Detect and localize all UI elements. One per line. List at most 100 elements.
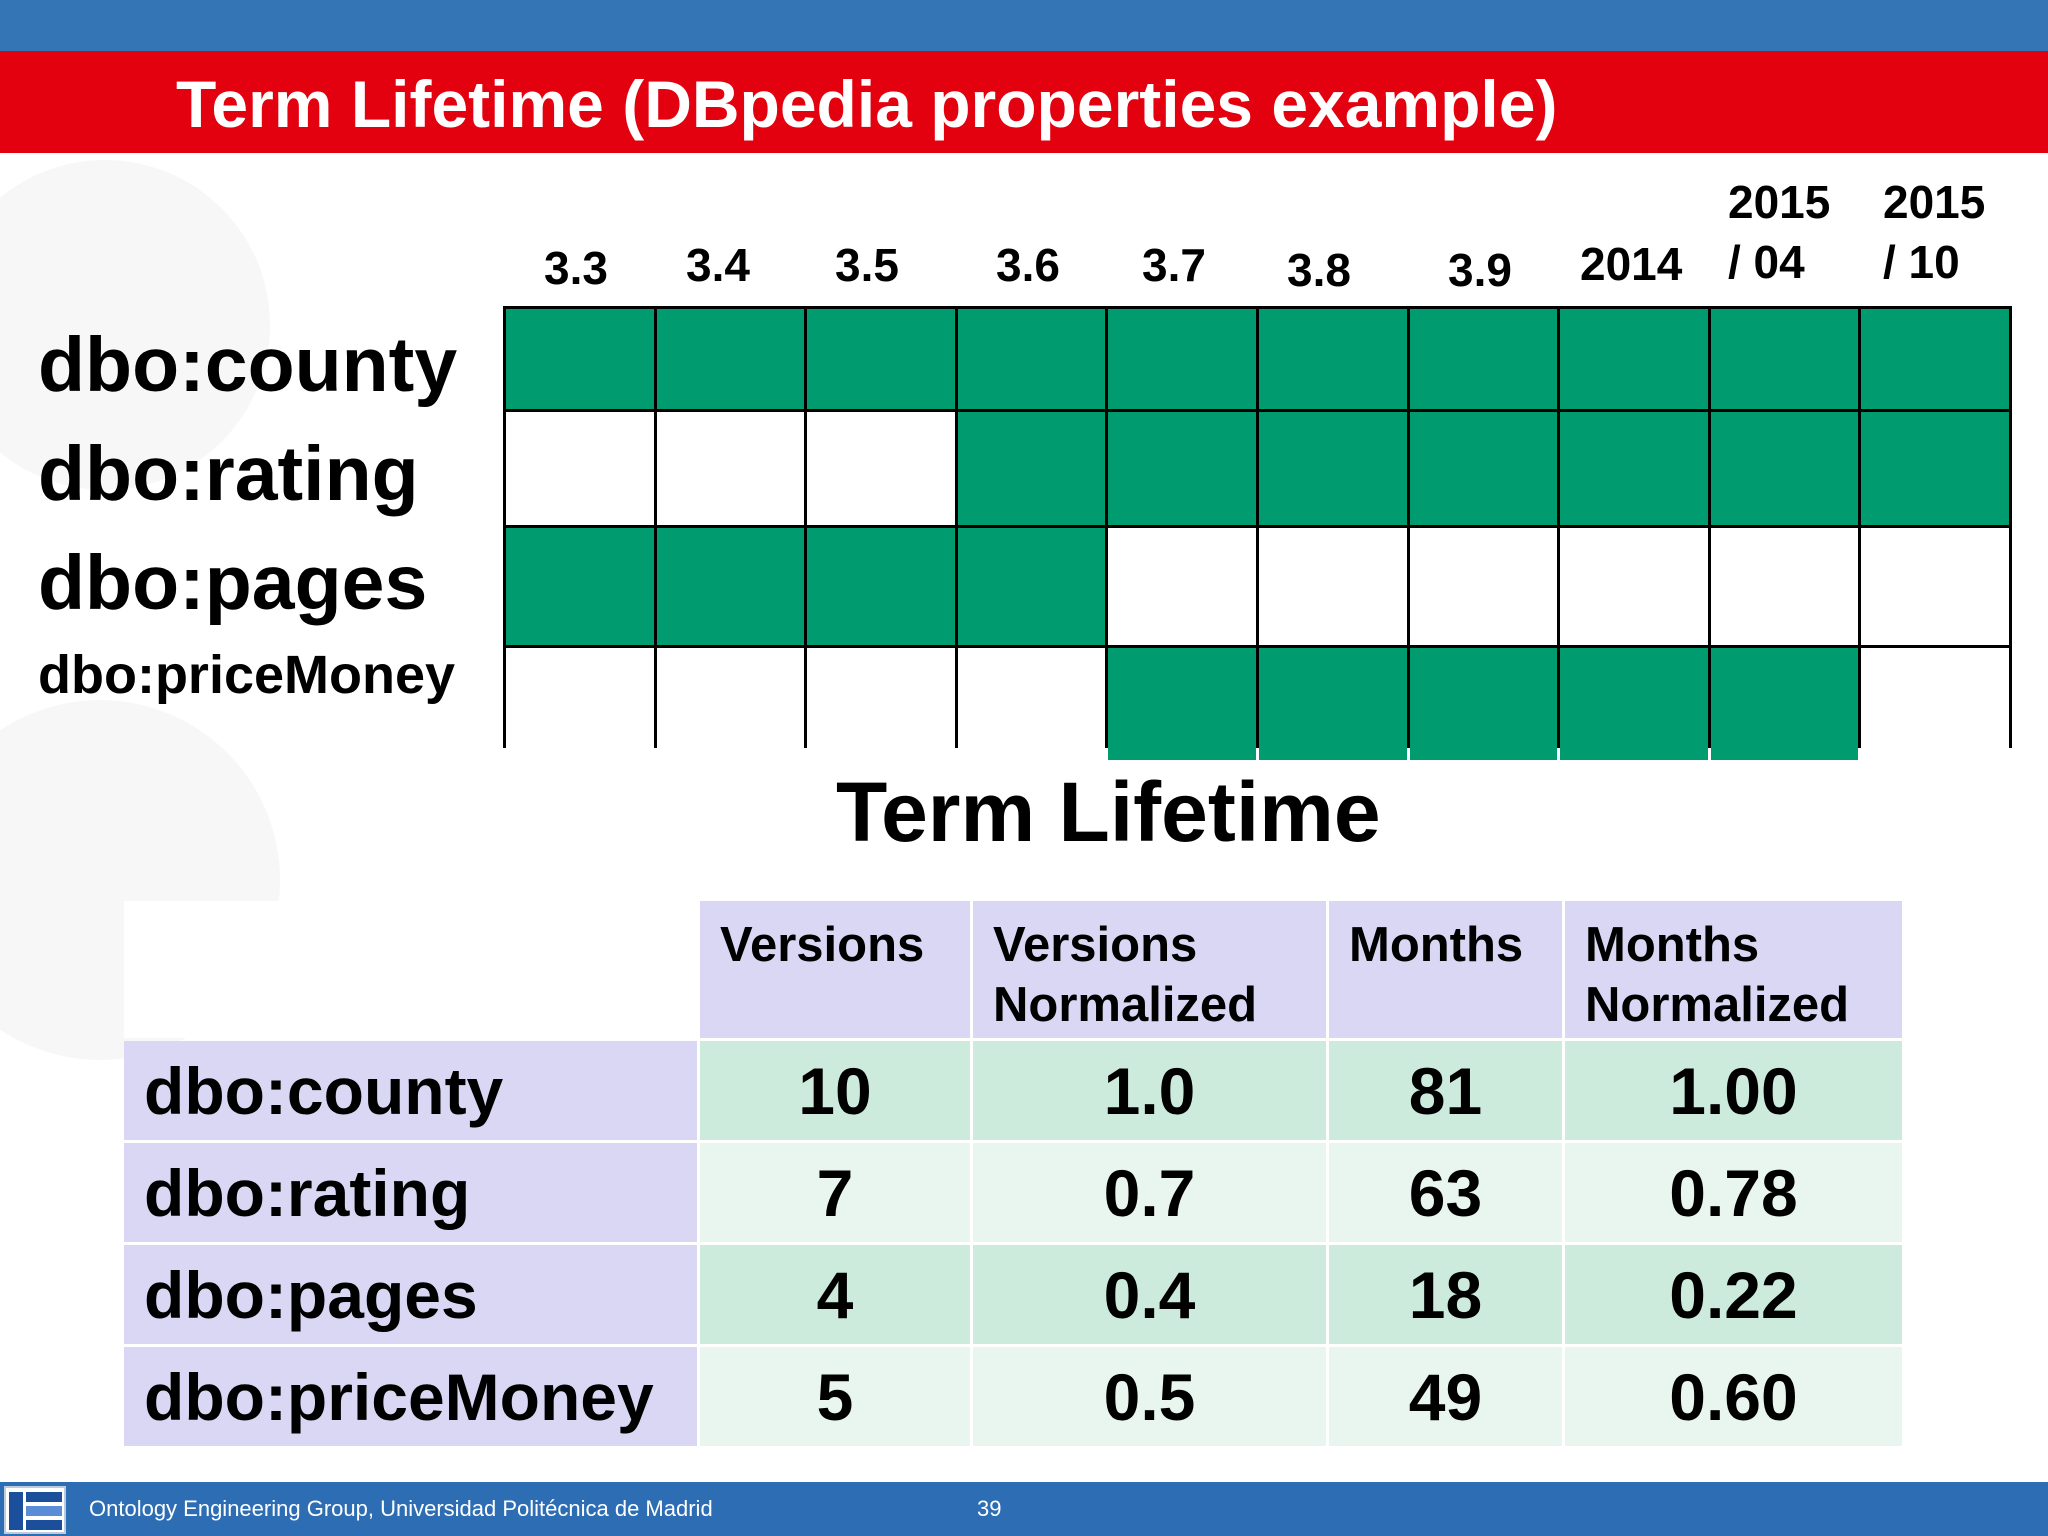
row-label: dbo:priceMoney — [124, 1347, 697, 1446]
versions-cell: 7 — [700, 1143, 970, 1242]
lifetime-cell — [656, 648, 805, 760]
footer-bar — [0, 1482, 2048, 1536]
lifetime-cell — [1560, 412, 1708, 525]
lifetime-cell — [807, 528, 955, 645]
lifetime-cell — [1108, 528, 1256, 645]
lifetime-cell — [1861, 648, 2009, 760]
lifetime-cell — [957, 648, 1106, 760]
version-header-3-8: 3.8 — [1287, 244, 1351, 296]
version-header-2014: 2014 — [1580, 238, 1683, 290]
lifetime-cell — [1259, 412, 1407, 525]
table-row: dbo:rating 7 0.7 63 0.78 — [124, 1143, 1902, 1242]
version-header-2015-10: 2015 / 10 — [1883, 172, 1985, 292]
grid-row-label: dbo:pages — [38, 540, 428, 626]
header-line1: Months — [1585, 918, 1760, 972]
lifetime-cell — [1710, 309, 1859, 409]
versions-normalized-cell: 1.0 — [973, 1041, 1326, 1140]
lifetime-cell — [1259, 528, 1407, 645]
months-cell: 81 — [1329, 1041, 1562, 1140]
logo-block — [26, 1492, 62, 1502]
lifetime-cell — [807, 648, 955, 760]
stats-table: Versions Versions Normalized Months Mont… — [121, 898, 1905, 1449]
months-normalized-cell: 0.60 — [1565, 1347, 1902, 1446]
lifetime-cell — [656, 528, 805, 645]
table-row: dbo:county 10 1.0 81 1.00 — [124, 1041, 1902, 1140]
version-header-line1: 2015 — [1728, 176, 1831, 228]
lifetime-grid — [503, 306, 2012, 760]
versions-cell: 10 — [700, 1041, 970, 1140]
header-months: Months — [1329, 901, 1562, 1038]
lifetime-cell — [957, 412, 1106, 525]
version-header-line1: 2015 — [1883, 176, 1986, 228]
header-line1: Months — [1349, 918, 1524, 972]
lifetime-cell — [1108, 412, 1256, 525]
lifetime-cell — [807, 309, 955, 409]
header-line2: Normalized — [993, 978, 1258, 1032]
version-header-3-3: 3.3 — [544, 242, 608, 294]
stats-corner-cell — [124, 901, 697, 1038]
version-header-line2: / 10 — [1883, 236, 1960, 288]
table-row: dbo:pages 4 0.4 18 0.22 — [124, 1245, 1902, 1344]
top-band — [0, 0, 2048, 51]
lifetime-cell — [1560, 309, 1708, 409]
lifetime-cell — [506, 412, 654, 525]
versions-normalized-cell: 0.5 — [973, 1347, 1326, 1446]
page-number: 39 — [977, 1496, 1002, 1521]
lifetime-cell — [1861, 412, 2009, 525]
lifetime-cell — [1710, 648, 1859, 760]
months-normalized-cell: 0.22 — [1565, 1245, 1902, 1344]
header-versions-normalized: Versions Normalized — [973, 901, 1326, 1038]
version-header-3-9: 3.9 — [1448, 244, 1512, 296]
lifetime-cell — [807, 412, 955, 525]
section-title: Term Lifetime — [836, 765, 1381, 859]
lifetime-cell — [1108, 309, 1256, 409]
header-line1: Versions — [720, 918, 925, 972]
header-line1: Versions — [993, 918, 1198, 972]
versions-normalized-cell: 0.7 — [973, 1143, 1326, 1242]
row-label: dbo:pages — [124, 1245, 697, 1344]
months-cell: 49 — [1329, 1347, 1562, 1446]
table-row: dbo:priceMoney 5 0.5 49 0.60 — [124, 1347, 1902, 1446]
logo-block — [9, 1492, 23, 1530]
stats-header-row: Versions Versions Normalized Months Mont… — [124, 901, 1902, 1038]
grid-row-label: dbo:priceMoney — [38, 645, 456, 705]
version-header-3-4: 3.4 — [686, 239, 750, 291]
logo-block — [26, 1506, 62, 1516]
months-normalized-cell: 0.78 — [1565, 1143, 1902, 1242]
title-bar — [0, 51, 2048, 153]
months-normalized-cell: 1.00 — [1565, 1041, 1902, 1140]
row-label: dbo:rating — [124, 1143, 697, 1242]
lifetime-cell — [1409, 412, 1558, 525]
background-decoration — [0, 160, 270, 490]
version-header-2015-04: 2015 / 04 — [1728, 172, 1830, 292]
header-versions: Versions — [700, 901, 970, 1038]
logo-block — [26, 1520, 62, 1530]
lifetime-cell — [506, 648, 654, 760]
lifetime-cell — [1259, 309, 1407, 409]
lifetime-cell — [1861, 309, 2009, 409]
version-header-3-5: 3.5 — [835, 239, 899, 291]
lifetime-cell — [1710, 528, 1859, 645]
lifetime-cell — [1108, 648, 1256, 760]
lifetime-cell — [506, 528, 654, 645]
versions-normalized-cell: 0.4 — [973, 1245, 1326, 1344]
versions-cell: 4 — [700, 1245, 970, 1344]
lifetime-cell — [656, 309, 805, 409]
lifetime-cell — [656, 412, 805, 525]
lifetime-cell — [506, 309, 654, 409]
header-months-normalized: Months Normalized — [1565, 901, 1902, 1038]
version-header-3-7: 3.7 — [1142, 239, 1206, 291]
lifetime-cell — [1409, 528, 1558, 645]
months-cell: 63 — [1329, 1143, 1562, 1242]
lifetime-cell — [1409, 648, 1558, 760]
lifetime-cell — [1259, 648, 1407, 760]
lifetime-cell — [1560, 528, 1708, 645]
version-header-line2: / 04 — [1728, 236, 1805, 288]
grid-row-label: dbo:rating — [38, 431, 419, 517]
lifetime-cell — [1861, 528, 2009, 645]
version-header-3-6: 3.6 — [996, 239, 1060, 291]
row-label: dbo:county — [124, 1041, 697, 1140]
oeg-logo-icon — [4, 1486, 66, 1534]
slide-title: Term Lifetime (DBpedia properties exampl… — [176, 67, 1558, 141]
versions-cell: 5 — [700, 1347, 970, 1446]
